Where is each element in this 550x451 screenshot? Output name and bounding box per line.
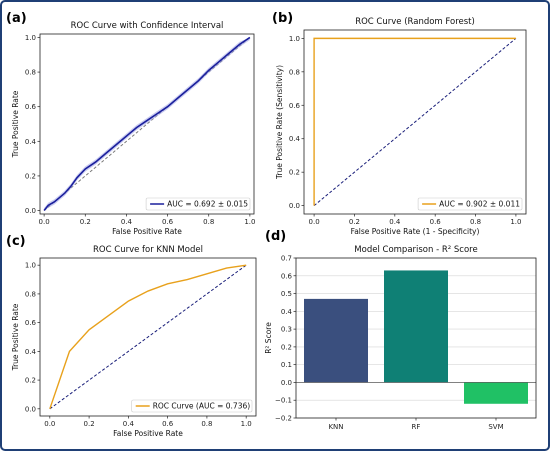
x-tick-label: 0.6 bbox=[430, 218, 442, 226]
x-tick-label: 0.0 bbox=[44, 420, 55, 428]
panel-label-d: (d) bbox=[265, 229, 286, 244]
y-tick-label: 0.1 bbox=[281, 361, 292, 369]
x-tick-label: 0.8 bbox=[470, 218, 481, 226]
x-tick-label: 0.0 bbox=[39, 218, 50, 226]
x-tick-label: SVM bbox=[488, 423, 503, 431]
plot-area-a bbox=[39, 33, 255, 215]
bar-knn bbox=[304, 298, 368, 383]
y-tick-label: 0.5 bbox=[281, 290, 292, 298]
bar-svm bbox=[464, 382, 528, 404]
roc-curve-a bbox=[43, 36, 251, 212]
chart-title-b: ROC Curve (Random Forest) bbox=[355, 17, 475, 27]
y-tick-label: 0.3 bbox=[281, 326, 292, 334]
y-tick-label: 0.8 bbox=[25, 69, 36, 77]
x-tick-label: 0.4 bbox=[389, 218, 401, 226]
plot-area-b bbox=[303, 29, 527, 215]
legend-box-b bbox=[417, 197, 523, 211]
y-tick-label: 1.0 bbox=[25, 262, 36, 270]
x-tick-label: 1.0 bbox=[244, 218, 255, 226]
legend-box-a bbox=[145, 197, 251, 211]
plot-area-d bbox=[295, 257, 537, 419]
y-tick-label: 0.6 bbox=[289, 102, 301, 110]
y-tick-label: 0.2 bbox=[25, 377, 36, 385]
x-tick-label: 1.0 bbox=[241, 420, 252, 428]
y-tick-label: 0.0 bbox=[25, 207, 36, 215]
panel-label-c: (c) bbox=[6, 234, 26, 249]
legend-box-c bbox=[131, 399, 253, 413]
y-tick-label: 0.4 bbox=[281, 308, 293, 316]
panel-d: (d) Model Comparison - R² Score −0.2 −0.1 0.… bbox=[264, 229, 537, 431]
chart-title-d: Model Comparison - R² Score bbox=[354, 245, 477, 255]
y-tick-label: 0.2 bbox=[25, 172, 36, 180]
x-tick-label: KNN bbox=[328, 423, 343, 431]
y-tick-label: 1.0 bbox=[289, 35, 300, 43]
x-tick-label: 0.2 bbox=[349, 218, 360, 226]
x-axis-label-a: False Positive Rate bbox=[112, 227, 182, 236]
y-tick-label: 0.2 bbox=[289, 169, 300, 177]
plot-area-c bbox=[39, 257, 257, 417]
x-axis-label-c: False Positive Rate bbox=[113, 429, 183, 438]
panel-c: (c) ROC Curve for KNN Model 0.0 0.2 0.4 0.6 0.… bbox=[6, 234, 257, 438]
legend-entry-b: AUC = 0.902 ± 0.011 bbox=[439, 200, 520, 209]
y-tick-label: 0.8 bbox=[25, 290, 36, 298]
x-tick-label: 0.6 bbox=[162, 218, 174, 226]
x-tick-label: 0.8 bbox=[201, 420, 212, 428]
y-tick-label: 0.0 bbox=[25, 405, 36, 413]
y-tick-label: 0.6 bbox=[25, 103, 37, 111]
x-tick-label: 0.2 bbox=[80, 218, 91, 226]
chance-diagonal-b bbox=[313, 37, 517, 207]
y-tick-label: −0.1 bbox=[275, 397, 292, 405]
chart-title-a: ROC Curve with Confidence Interval bbox=[71, 21, 224, 31]
panel-label-b: (b) bbox=[272, 11, 293, 26]
x-tick-label: 0.4 bbox=[121, 218, 133, 226]
y-tick-label: −0.2 bbox=[275, 415, 292, 423]
y-axis-label-a: True Positive Rate bbox=[11, 90, 20, 158]
y-axis-label-d: R² Score bbox=[264, 322, 273, 354]
x-axis-label-b: False Positive Rate (1 - Specificity) bbox=[351, 227, 480, 236]
y-tick-label: 0.0 bbox=[281, 379, 292, 387]
x-tick-label: 0.8 bbox=[203, 218, 214, 226]
x-tick-label: 0.0 bbox=[309, 218, 320, 226]
y-tick-label: 0.2 bbox=[281, 343, 292, 351]
x-tick-label: RF bbox=[412, 423, 421, 431]
y-tick-label: 0.0 bbox=[289, 202, 300, 210]
y-tick-label: 0.4 bbox=[25, 138, 37, 146]
y-axis-label-c: True Positive Rate bbox=[11, 303, 20, 371]
y-axis-label-b: True Positive Rate (Sensitivity) bbox=[275, 65, 284, 180]
y-tick-label: 1.0 bbox=[25, 34, 36, 42]
y-tick-label: 0.6 bbox=[25, 319, 37, 327]
chance-diagonal-c bbox=[49, 264, 247, 410]
y-tick-label: 0.4 bbox=[289, 135, 301, 143]
y-tick-label: 0.6 bbox=[281, 272, 293, 280]
panel-label-a: (a) bbox=[6, 11, 27, 26]
y-tick-label: 0.4 bbox=[25, 348, 37, 356]
bar-rf bbox=[384, 270, 448, 383]
legend-entry-c: ROC Curve (AUC = 0.736) bbox=[153, 402, 251, 411]
legend-entry-a: AUC = 0.692 ± 0.015 bbox=[167, 200, 248, 209]
x-tick-label: 0.2 bbox=[84, 420, 95, 428]
x-tick-label: 0.4 bbox=[123, 420, 135, 428]
x-tick-label: 0.6 bbox=[162, 420, 174, 428]
panel-a: (a) ROC Curve with Confidence Interval 0.0… bbox=[6, 11, 255, 236]
panel-b: (b) ROC Curve (Random Forest) 0.0 0.2 0.4 0.6… bbox=[272, 11, 527, 236]
chart-title-c: ROC Curve for KNN Model bbox=[93, 245, 203, 255]
y-tick-label: 0.7 bbox=[281, 255, 292, 263]
x-tick-label: 1.0 bbox=[510, 218, 521, 226]
y-tick-label: 0.8 bbox=[289, 68, 300, 76]
